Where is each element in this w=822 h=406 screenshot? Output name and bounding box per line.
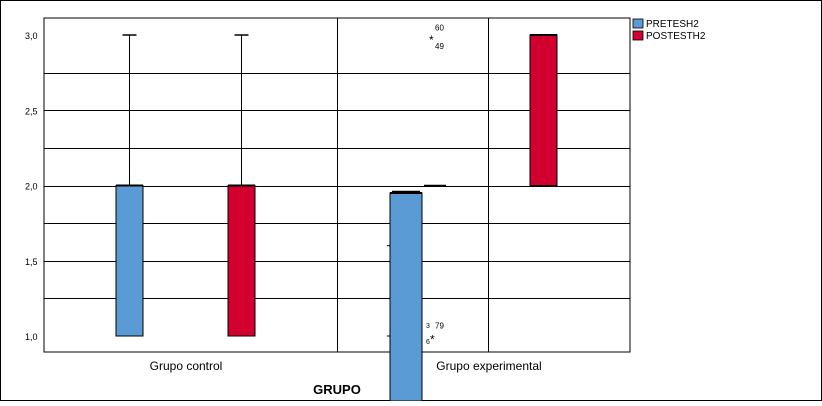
outlier-marker: * bbox=[430, 333, 435, 347]
box-pretesh2-experimental bbox=[389, 192, 423, 402]
y-tick-label: 1,0 bbox=[25, 332, 38, 342]
y-tick-label: 3,0 bbox=[25, 31, 38, 41]
outlier-marker: * bbox=[429, 33, 434, 47]
x-axis-label: GRUPO bbox=[313, 382, 361, 397]
axis-layer: GRUPO 1,0 1,5 2,0 2,5 3,0 Grupo control Grupo … bbox=[25, 31, 542, 397]
box-postesth2-experimental bbox=[529, 34, 558, 186]
legend-swatch bbox=[632, 30, 644, 41]
y-tick-label: 1,5 bbox=[25, 257, 38, 267]
outlier-case-label: 49 bbox=[435, 42, 444, 51]
y-tick-label: 2,5 bbox=[25, 106, 38, 116]
box-postesth2-control bbox=[227, 185, 256, 337]
legend-label: POSTESTH2 bbox=[646, 31, 706, 42]
legend-swatch bbox=[632, 18, 644, 29]
legend-label: PRETESH2 bbox=[646, 19, 699, 30]
x-tick-label: Grupo control bbox=[150, 359, 223, 373]
outlier-case-label: 3 bbox=[426, 323, 430, 330]
outlier-case-label: 79 bbox=[435, 321, 444, 330]
y-tick-label: 2,0 bbox=[25, 182, 38, 192]
x-tick-label: Grupo experimental bbox=[436, 359, 541, 373]
box-pretesh2-control bbox=[115, 185, 144, 337]
outlier-case-label: 60 bbox=[435, 23, 444, 32]
box-layer bbox=[115, 34, 558, 402]
outlier-case-label: 6 bbox=[426, 339, 430, 346]
